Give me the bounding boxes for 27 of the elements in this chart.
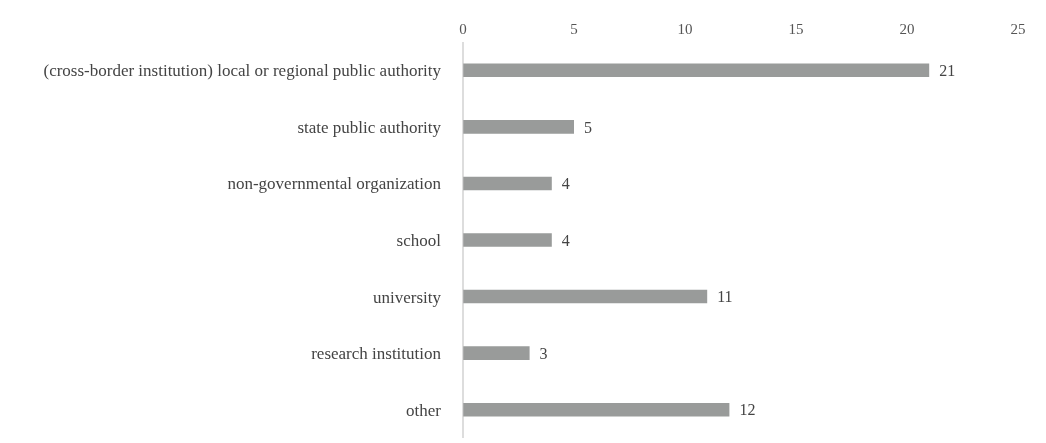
bar — [463, 176, 552, 191]
bar — [463, 120, 574, 134]
y-tick-label: research institution — [311, 344, 442, 364]
y-tick-label: (cross-border institution) local or regional public authority — [43, 61, 442, 81]
y-tick-label: school — [396, 231, 442, 251]
bar — [463, 63, 930, 78]
y-tick-label: state public authority — [297, 117, 442, 137]
x-tick-label: 10 — [677, 21, 693, 37]
x-tick-label: 0 — [459, 21, 467, 37]
data-label: 3 — [539, 344, 548, 362]
bar — [463, 346, 530, 360]
x-tick-label: 25 — [1010, 21, 1026, 37]
data-label: 11 — [717, 288, 733, 306]
data-label: 12 — [739, 401, 756, 419]
y-tick-label: university — [373, 287, 442, 307]
data-label: 5 — [584, 118, 592, 136]
data-label: 21 — [939, 61, 956, 79]
bar — [463, 402, 730, 417]
x-tick-label: 5 — [570, 21, 578, 37]
bar — [463, 289, 708, 304]
x-tick-label: 15 — [788, 21, 804, 37]
y-tick-label: other — [406, 400, 442, 420]
x-tick-label: 20 — [899, 21, 915, 37]
y-tick-label: non-governmental organization — [227, 174, 442, 194]
bar — [463, 233, 552, 247]
data-label: 4 — [561, 231, 570, 249]
data-label: 4 — [561, 175, 570, 193]
